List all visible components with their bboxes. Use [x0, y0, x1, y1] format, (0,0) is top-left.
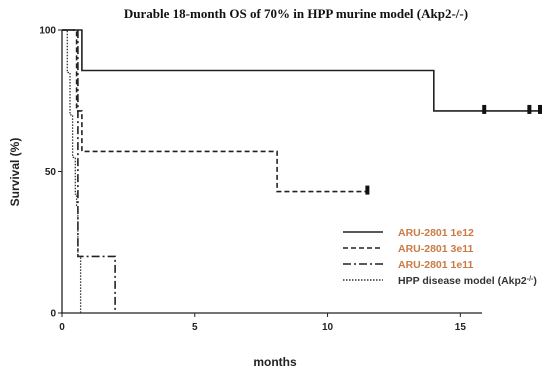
y-axis-label: Survival (%)	[8, 138, 22, 207]
y-tick-label: 50	[45, 167, 57, 178]
y-tick-label: 0	[50, 309, 56, 320]
chart-title: Durable 18-month OS of 70% in HPP murine…	[124, 6, 468, 21]
x-tick-label: 0	[59, 322, 65, 333]
series-line-1	[62, 29, 540, 112]
x-tick-label: 10	[322, 322, 334, 333]
x-tick-label: 15	[455, 322, 467, 333]
legend-label-1: ARU-2801 1e12	[398, 227, 474, 239]
legend-label-3: ARU-2801 1e11	[398, 259, 473, 271]
axes	[61, 30, 482, 314]
legend-label-4: HPP disease model (Akp2-/-)	[398, 275, 537, 287]
axis-ticks: 0 5 10 15 0 50 100	[39, 26, 466, 334]
legend: ARU-2801 1e12 ARU-2801 3e11 ARU-2801 1e11 H…	[343, 227, 537, 287]
legend-label-2: ARU-2801 3e11	[398, 243, 473, 255]
censor-mark-series-1	[482, 104, 487, 114]
series-line-4	[62, 29, 82, 313]
x-axis-label: months	[253, 355, 297, 369]
censor-mark-series-1	[527, 104, 532, 114]
y-tick-label: 100	[39, 26, 56, 37]
series-line-3	[62, 29, 116, 313]
censor-mark-series-1	[538, 104, 542, 114]
censor-mark-series-2	[365, 185, 370, 195]
x-tick-label: 5	[192, 322, 198, 333]
series-line-2	[62, 29, 368, 193]
censor-marks	[365, 104, 542, 195]
series-layer	[62, 29, 540, 313]
